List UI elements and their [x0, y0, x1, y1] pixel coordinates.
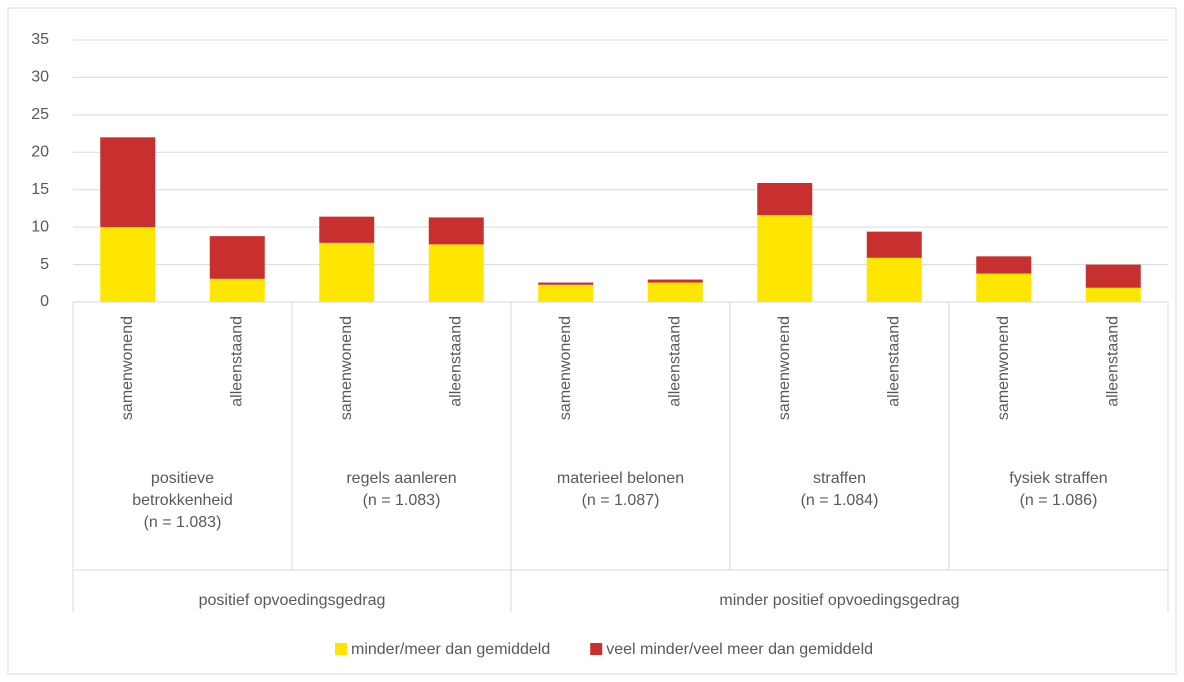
bar-segment: [319, 216, 375, 243]
x-tick-label: alleenstaand: [1104, 316, 1121, 407]
bar-segment: [100, 137, 156, 228]
bar-segment: [757, 215, 813, 302]
y-tick-label: 10: [31, 218, 49, 235]
bar-segment: [538, 282, 594, 285]
x-tick-label: alleenstaand: [228, 316, 245, 407]
frame: [7, 7, 1177, 675]
bar-segment: [976, 256, 1032, 274]
x-tick-label: samenwonend: [119, 316, 136, 420]
group-n: (n = 1.087): [581, 492, 660, 509]
y-tick-label: 30: [31, 69, 49, 86]
y-tick-label: 0: [40, 293, 49, 310]
bar-segment: [209, 278, 265, 302]
bar-segment: [647, 279, 703, 283]
legend-swatch: [590, 643, 603, 655]
bar-segment: [866, 231, 922, 258]
x-tick-label: samenwonend: [338, 316, 355, 420]
group-n: (n = 1.084): [800, 492, 879, 509]
bar-segment: [319, 242, 375, 302]
group-label: straffen (n = 1.084): [760, 468, 920, 512]
bar-segment: [538, 284, 594, 302]
y-tick-label: 5: [40, 256, 49, 273]
y-tick-label: 15: [31, 181, 49, 198]
bar-segment: [428, 244, 484, 302]
x-tick-label: samenwonend: [557, 316, 574, 420]
group-name: regels aanleren: [346, 470, 457, 487]
bar-segment: [1085, 287, 1141, 302]
group-n: (n = 1.083): [362, 492, 441, 509]
legend-label: minder/meer dan gemiddeld: [351, 641, 550, 658]
y-tick-label: 20: [31, 144, 49, 161]
group-label: positieve betrokkenheid (n = 1.083): [103, 468, 263, 534]
group-name: straffen: [812, 470, 867, 487]
x-tick-label: samenwonend: [995, 316, 1012, 420]
y-tick-label: 25: [31, 106, 49, 123]
group-name: positieve betrokkenheid: [132, 470, 233, 509]
legend-label: veel minder/veel meer dan gemiddeld: [606, 641, 873, 658]
x-tick-label: samenwonend: [776, 316, 793, 420]
group-n: (n = 1.083): [143, 514, 222, 531]
group-label: fysiek straffen (n = 1.086): [979, 468, 1139, 512]
bar-segment: [1085, 264, 1141, 288]
bar-segment: [428, 217, 484, 245]
group-label: regels aanleren (n = 1.083): [322, 468, 482, 512]
y-tick-label: 35: [31, 31, 49, 48]
super-group-label: positief opvoedingsgedrag: [198, 592, 386, 609]
bar-segment: [866, 257, 922, 302]
legend-swatch: [335, 643, 347, 655]
bar-segment: [976, 273, 1032, 302]
group-name: materieel belonen: [556, 470, 685, 487]
x-tick-label: alleenstaand: [447, 316, 464, 407]
group-n: (n = 1.086): [1019, 492, 1098, 509]
bar-segment: [647, 282, 703, 302]
group-label: materieel belonen (n = 1.087): [541, 468, 701, 512]
bar-segment: [209, 236, 265, 279]
bar-segment: [100, 227, 156, 302]
bar-segment: [757, 182, 813, 216]
group-name: fysiek straffen: [1009, 470, 1108, 487]
super-group-label: minder positief opvoedingsgedrag: [719, 592, 960, 609]
x-tick-label: alleenstaand: [666, 316, 683, 407]
x-tick-label: alleenstaand: [885, 316, 902, 407]
